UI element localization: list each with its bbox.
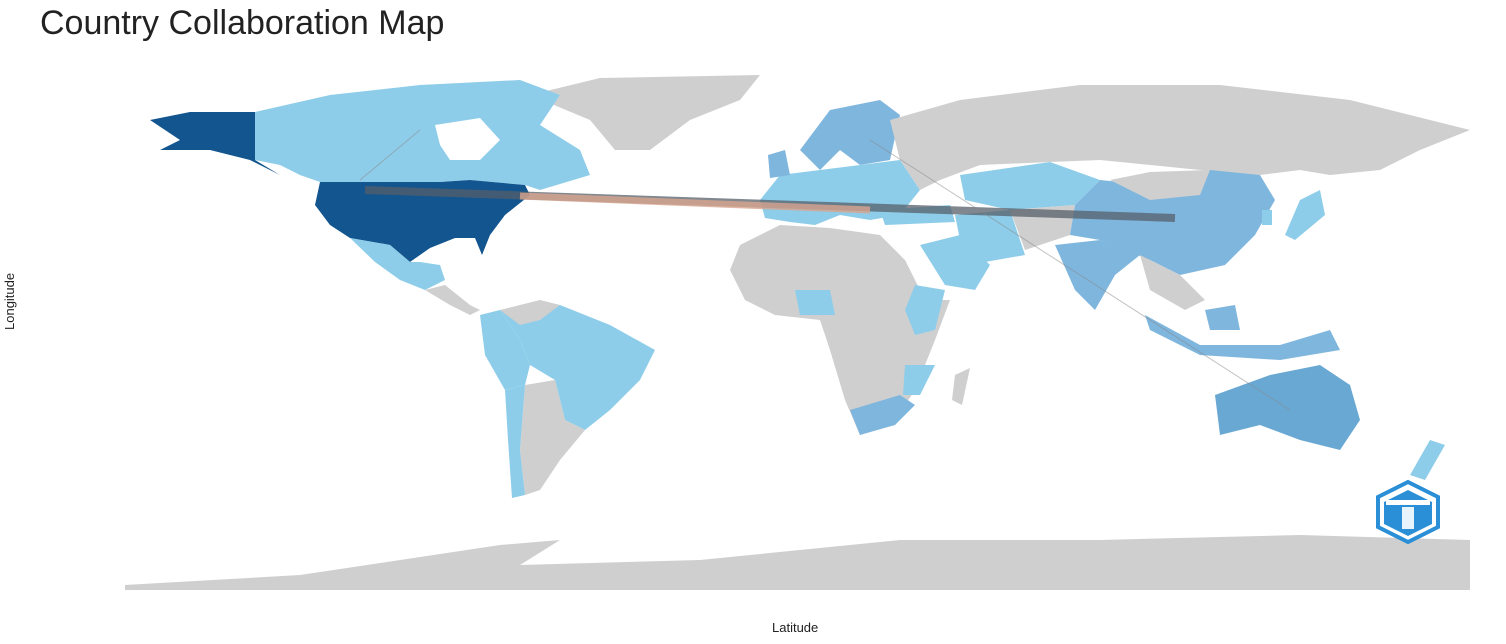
country-chile: [505, 385, 525, 498]
link-canada-norway: [359, 129, 421, 181]
country-malaysia: [1205, 305, 1240, 330]
country-uk: [768, 150, 790, 178]
country-south-korea: [1262, 210, 1272, 225]
mongolia: [1110, 170, 1210, 200]
country-usa: [315, 180, 530, 262]
southeast-asia: [1140, 255, 1205, 310]
central-america: [425, 285, 480, 315]
country-iran: [955, 210, 1025, 262]
country-argentina: [520, 380, 585, 495]
country-new-zealand: [1410, 440, 1445, 480]
country-indonesia: [1145, 315, 1340, 360]
country-india: [1055, 240, 1140, 310]
country-mozambique: [903, 365, 935, 395]
x-axis-label: Latitude: [772, 620, 819, 635]
bibliometrix-logo: [1376, 479, 1440, 545]
country-kazakhstan: [960, 162, 1100, 210]
country-ethiopia: [905, 285, 945, 335]
country-south-africa: [850, 395, 915, 435]
country-bolivia-venezuela: [500, 300, 560, 325]
region-scandinavia: [800, 100, 900, 170]
country-usa-alaska: [150, 112, 280, 175]
map-title: Country Collaboration Map: [40, 4, 445, 42]
country-mexico: [350, 238, 445, 290]
country-russia: [890, 85, 1470, 190]
country-nigeria: [795, 290, 835, 315]
link-finland-australia: [869, 139, 1291, 411]
country-canada: [255, 80, 590, 190]
hudson-bay: [435, 118, 500, 160]
africa: [730, 225, 950, 435]
country-japan: [1285, 190, 1325, 240]
country-australia: [1215, 365, 1360, 450]
antarctica: [125, 535, 1470, 590]
country-china: [1070, 170, 1275, 275]
country-greenland: [530, 75, 760, 150]
link-usa-italy: [519, 192, 871, 214]
madagascar: [952, 368, 970, 405]
country-brazil: [500, 305, 655, 430]
country-colombia-peru: [480, 310, 530, 390]
